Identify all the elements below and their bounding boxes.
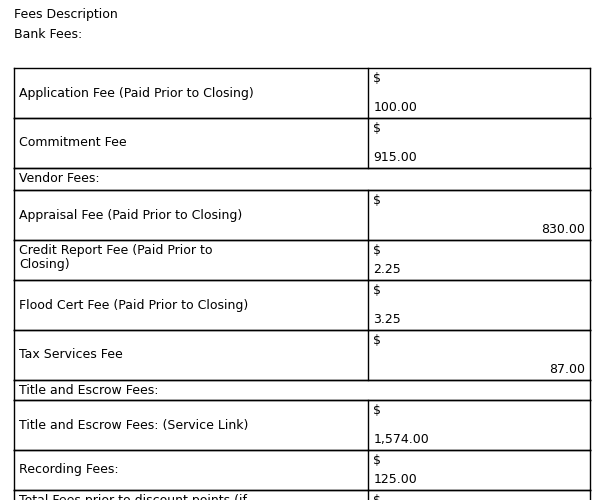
Text: $: $ — [373, 494, 381, 500]
Text: $: $ — [373, 454, 381, 467]
Text: Total Fees prior to discount points (if: Total Fees prior to discount points (if — [19, 494, 247, 500]
Text: Closing): Closing) — [19, 258, 70, 271]
Text: 1,574.00: 1,574.00 — [373, 433, 429, 446]
Text: $: $ — [373, 244, 381, 257]
Text: $: $ — [373, 334, 381, 347]
Text: 100.00: 100.00 — [373, 101, 417, 114]
Text: Recording Fees:: Recording Fees: — [19, 464, 119, 476]
Text: Fees Description: Fees Description — [14, 8, 118, 21]
Text: 125.00: 125.00 — [373, 473, 417, 486]
Text: $: $ — [373, 72, 381, 85]
Text: Bank Fees:: Bank Fees: — [14, 28, 82, 41]
Text: 830.00: 830.00 — [541, 223, 585, 236]
Text: Commitment Fee: Commitment Fee — [19, 136, 127, 149]
Text: Application Fee (Paid Prior to Closing): Application Fee (Paid Prior to Closing) — [19, 86, 254, 100]
Text: $: $ — [373, 122, 381, 135]
Text: Tax Services Fee: Tax Services Fee — [19, 348, 123, 362]
Text: Appraisal Fee (Paid Prior to Closing): Appraisal Fee (Paid Prior to Closing) — [19, 208, 242, 222]
Text: Credit Report Fee (Paid Prior to: Credit Report Fee (Paid Prior to — [19, 244, 213, 257]
Text: $: $ — [373, 404, 381, 417]
Text: 2.25: 2.25 — [373, 263, 401, 276]
Text: $: $ — [373, 194, 381, 207]
Text: Title and Escrow Fees: (Service Link): Title and Escrow Fees: (Service Link) — [19, 418, 248, 432]
Text: 915.00: 915.00 — [373, 151, 417, 164]
Text: 87.00: 87.00 — [549, 363, 585, 376]
Text: $: $ — [373, 284, 381, 297]
Text: Vendor Fees:: Vendor Fees: — [19, 172, 99, 185]
Text: Flood Cert Fee (Paid Prior to Closing): Flood Cert Fee (Paid Prior to Closing) — [19, 298, 248, 312]
Text: Title and Escrow Fees:: Title and Escrow Fees: — [19, 384, 159, 397]
Text: 3.25: 3.25 — [373, 313, 401, 326]
